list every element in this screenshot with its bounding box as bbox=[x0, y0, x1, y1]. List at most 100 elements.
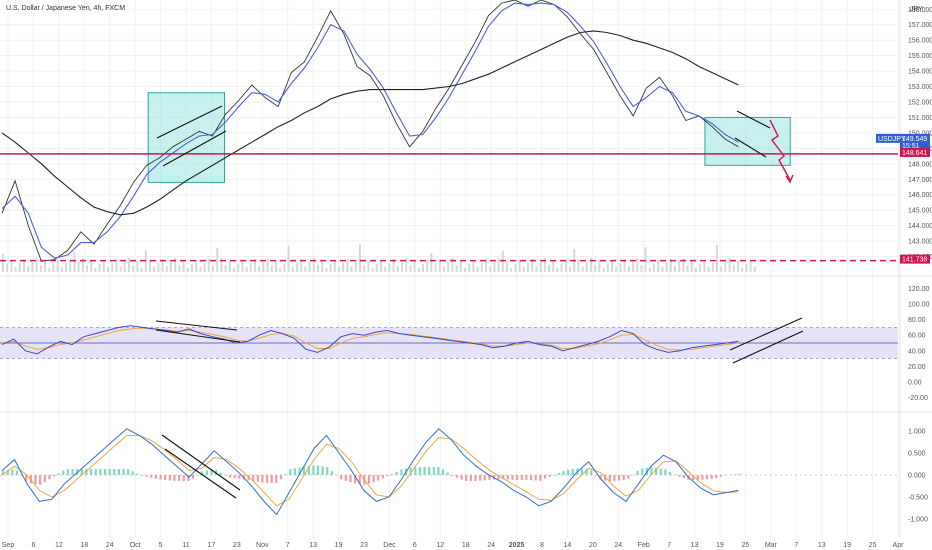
macd-histogram-bar bbox=[316, 465, 320, 475]
macd-histogram-bar bbox=[511, 475, 514, 480]
time-axis[interactable]: Sep 6 12 18 24 Oct 5 11 17 23 Nov 7 13 19 23 Dec 6 12 18 24… bbox=[2, 542, 904, 549]
volume-bar bbox=[615, 267, 618, 272]
macd-histogram-bar bbox=[275, 475, 278, 483]
macd-histogram-bar bbox=[488, 475, 491, 480]
volume-bar bbox=[434, 263, 437, 272]
macd-histogram-bar bbox=[719, 475, 723, 477]
macd-histogram-bar bbox=[113, 469, 116, 475]
volume-bar bbox=[283, 264, 286, 272]
macd-tick-label: 0.000 bbox=[908, 473, 926, 480]
volume-bar bbox=[447, 262, 450, 272]
price-tick-label: 147.000 bbox=[908, 177, 932, 184]
volume-bar bbox=[619, 263, 622, 272]
volume-bar bbox=[648, 268, 651, 272]
macd-histogram-bar bbox=[627, 475, 630, 479]
rsi-line[interactable] bbox=[1, 325, 739, 355]
rsi-tick-label: 60.00 bbox=[908, 333, 926, 340]
macd-histogram-bar bbox=[562, 470, 565, 475]
macd-histogram-bar bbox=[196, 475, 199, 476]
rsi-signal-line[interactable] bbox=[1, 327, 739, 351]
macd-histogram-bar bbox=[210, 469, 213, 475]
volume-bar bbox=[703, 260, 706, 272]
volume-bar bbox=[674, 266, 676, 272]
macd-histogram-bar bbox=[261, 475, 264, 483]
macd-signal-line[interactable] bbox=[1, 434, 739, 507]
volume-bar bbox=[459, 261, 462, 272]
macd-histogram-bar bbox=[571, 468, 574, 475]
volume-bar bbox=[514, 264, 517, 272]
volume-bar bbox=[203, 263, 206, 272]
symbol-title: U.S. Dollar / Japanese Yen, 4h, FXCM bbox=[6, 5, 125, 12]
macd-line[interactable] bbox=[1, 428, 739, 516]
volume-bar bbox=[569, 267, 571, 272]
macd-histogram-bar bbox=[233, 475, 236, 479]
macd-histogram-bar bbox=[136, 473, 139, 475]
macd-histogram-bar bbox=[140, 475, 144, 476]
price-tick-label: 153.000 bbox=[908, 84, 932, 91]
lower-price-badge[interactable]: 141.738 bbox=[900, 254, 930, 264]
macd-histogram-bar bbox=[590, 470, 593, 475]
volume-bar bbox=[405, 258, 408, 272]
time-tick-label: Feb bbox=[638, 542, 650, 549]
macd-histogram-bar bbox=[432, 467, 435, 475]
consolidation-zone[interactable] bbox=[704, 116, 791, 166]
close-series-line[interactable] bbox=[1, 0, 739, 262]
ma-slow-series-line[interactable] bbox=[1, 30, 739, 216]
price-tick-label: 145.000 bbox=[908, 208, 932, 215]
macd-histogram-bar bbox=[502, 475, 505, 480]
volume-bar bbox=[174, 258, 177, 272]
volume-bar bbox=[686, 265, 689, 272]
macd-histogram-bar bbox=[71, 469, 74, 475]
volume-bar bbox=[266, 258, 269, 272]
macd-histogram-bar bbox=[205, 470, 208, 475]
macd-histogram-bar bbox=[705, 475, 709, 480]
support-price-badge[interactable]: 148.641 bbox=[900, 147, 930, 157]
price-axis[interactable]: 142.000143.000144.000145.000146.000147.0… bbox=[876, 7, 932, 524]
macd-histogram-bar bbox=[377, 475, 380, 481]
macd-histogram-bar bbox=[409, 467, 412, 475]
rsi-panel[interactable] bbox=[0, 317, 898, 364]
macd-histogram-bar bbox=[66, 469, 70, 475]
volume-bar bbox=[657, 260, 660, 272]
volume-bar bbox=[489, 266, 492, 272]
price-panel[interactable] bbox=[0, 0, 898, 272]
time-tick-label: 8 bbox=[540, 542, 544, 549]
volume-bar bbox=[644, 247, 647, 272]
macd-histogram-bar bbox=[117, 469, 120, 475]
ma-fast-series-line[interactable] bbox=[1, 2, 739, 259]
time-tick-label: 7 bbox=[794, 542, 798, 549]
macd-histogram-bar bbox=[594, 474, 597, 476]
macd-histogram-bar bbox=[219, 472, 222, 475]
volume-bar bbox=[455, 265, 458, 272]
macd-histogram-bar bbox=[391, 473, 394, 475]
macd-tick-label: -0.500 bbox=[908, 495, 928, 502]
volume-bar bbox=[325, 268, 328, 272]
consolidation-zone[interactable] bbox=[147, 92, 225, 183]
macd-panel[interactable] bbox=[0, 428, 898, 516]
volume-bar bbox=[245, 267, 248, 272]
macd-histogram-bar bbox=[6, 470, 9, 475]
macd-histogram-bar bbox=[441, 469, 445, 475]
volume-bar bbox=[102, 260, 105, 272]
volume-bar bbox=[170, 262, 172, 272]
volume-bar bbox=[140, 268, 143, 272]
macd-histogram-bar bbox=[52, 475, 56, 477]
channel-line bbox=[734, 137, 767, 158]
volume-bar bbox=[237, 264, 240, 272]
volume-bar bbox=[350, 266, 353, 272]
macd-histogram-bar bbox=[553, 474, 556, 476]
macd-histogram-bar bbox=[358, 475, 361, 485]
volume-bar bbox=[501, 251, 504, 272]
symbol-badge[interactable]: USDJPY bbox=[876, 133, 906, 143]
macd-histogram-bar bbox=[451, 475, 454, 476]
volume-bar bbox=[216, 248, 219, 272]
volume-bar bbox=[556, 268, 559, 272]
time-tick-label: Apr bbox=[893, 542, 905, 549]
volume-bar bbox=[384, 267, 387, 272]
macd-histogram-bar bbox=[381, 475, 384, 479]
price-tick-label: 148.000 bbox=[908, 161, 932, 168]
price-tick-label: 143.000 bbox=[908, 239, 932, 246]
volume-bar bbox=[598, 261, 601, 272]
